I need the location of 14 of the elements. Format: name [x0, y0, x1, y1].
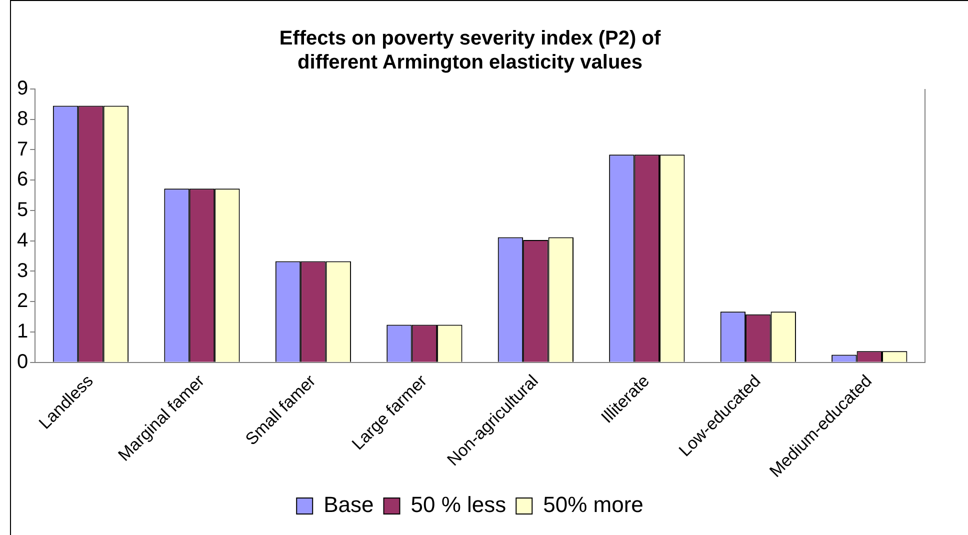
y-tick-label: 5	[17, 199, 28, 222]
y-tick-label: 6	[17, 168, 28, 191]
y-tick-label: 2	[17, 290, 28, 312]
y-tick-label: 4	[17, 229, 28, 252]
y-tick-label: 7	[17, 138, 28, 160]
y-tick-label: 1	[17, 320, 28, 342]
y-tick-label: 0	[17, 350, 28, 373]
legend-label: Base	[324, 492, 374, 518]
legend-label: 50% more	[543, 492, 644, 518]
legend-label: 50 % less	[410, 492, 506, 518]
y-tick-label: 9	[17, 78, 28, 100]
y-tick-label: 3	[17, 260, 28, 282]
y-tick-label: 8	[17, 108, 28, 130]
chart-title: Effects on poverty severity index (P2) of different Armington elasticity values	[279, 28, 661, 74]
